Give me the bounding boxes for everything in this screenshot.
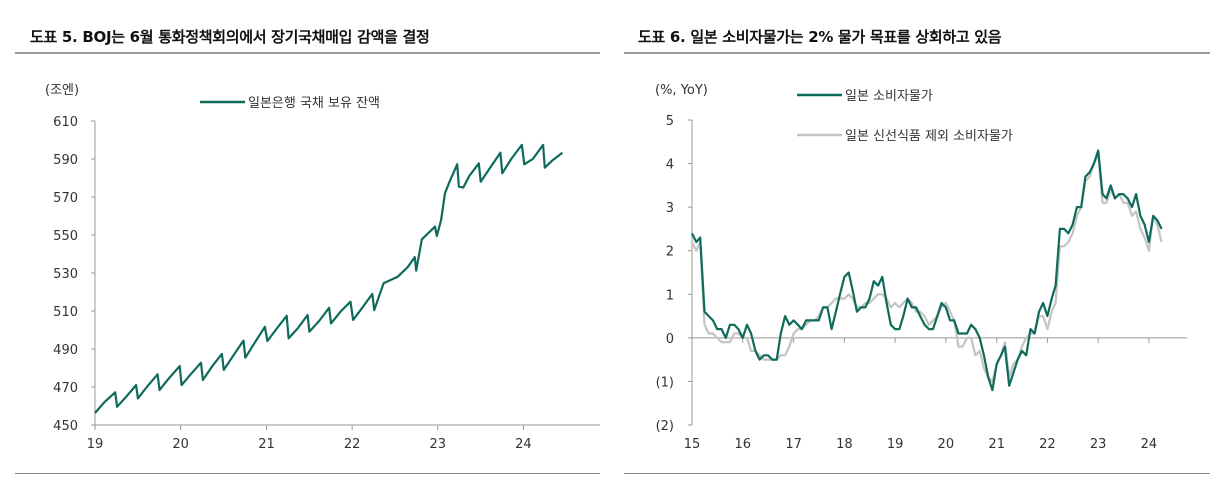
x-tick-label: 24 [515, 437, 532, 452]
x-tick-label: 19 [87, 437, 104, 452]
y-tick-label: 5 [666, 114, 674, 129]
x-tick-label: 17 [785, 437, 802, 452]
y-tick-label: 530 [53, 267, 78, 282]
series-line-1 [691, 149, 1163, 392]
y-tick-label: 3 [666, 201, 674, 216]
y-tick-label: 550 [53, 229, 78, 244]
x-tick-label: 20 [172, 437, 189, 452]
y-tick-label: 4 [666, 158, 674, 173]
y-tick-label: (1) [656, 375, 674, 390]
y-unit-label: (%, YoY) [655, 83, 708, 98]
x-tick-label: 20 [938, 437, 955, 452]
y-tick-label: 0 [666, 332, 674, 347]
y-tick-label: 610 [53, 115, 78, 130]
x-tick-label: 21 [258, 437, 275, 452]
left-chart-title: 도표 5. BOJ는 6월 통화정책회의에서 장기국채매입 감액을 결정 [30, 28, 430, 46]
y-tick-label: 490 [53, 343, 78, 358]
series-line-2 [691, 153, 1163, 383]
right-chart-title: 도표 6. 일본 소비자물가는 2% 물가 목표를 상회하고 있음 [638, 28, 1002, 46]
x-tick-label: 22 [1039, 437, 1056, 452]
legend-label-2: 일본 신선식품 제외 소비자물가 [845, 129, 1013, 144]
right-bottom-divider [624, 473, 1210, 474]
left-title-divider [15, 52, 600, 54]
legend-label-1: 일본은행 국채 보유 잔액 [248, 95, 380, 111]
x-tick-label: 24 [1141, 437, 1158, 452]
x-tick-label: 22 [344, 437, 361, 452]
left-bottom-divider [15, 473, 600, 474]
y-tick-label: (2) [656, 419, 674, 434]
y-tick-label: 450 [53, 419, 78, 434]
x-tick-label: 23 [1090, 437, 1107, 452]
x-tick-label: 18 [836, 437, 853, 452]
y-tick-label: 1 [666, 288, 674, 303]
x-tick-label: 15 [684, 437, 701, 452]
right-title-divider [624, 52, 1210, 54]
legend-label-1: 일본 소비자물가 [845, 89, 933, 104]
y-tick-label: 510 [53, 305, 78, 320]
x-tick-label: 23 [429, 437, 446, 452]
y-tick-label: 570 [53, 191, 78, 206]
series-line-1 [94, 143, 564, 414]
x-tick-label: 19 [887, 437, 904, 452]
y-tick-label: 2 [666, 245, 674, 260]
y-tick-label: 470 [53, 381, 78, 396]
y-unit-label: (조엔) [45, 83, 79, 98]
y-tick-label: 590 [53, 153, 78, 168]
x-tick-label: 21 [988, 437, 1005, 452]
x-tick-label: 16 [734, 437, 751, 452]
